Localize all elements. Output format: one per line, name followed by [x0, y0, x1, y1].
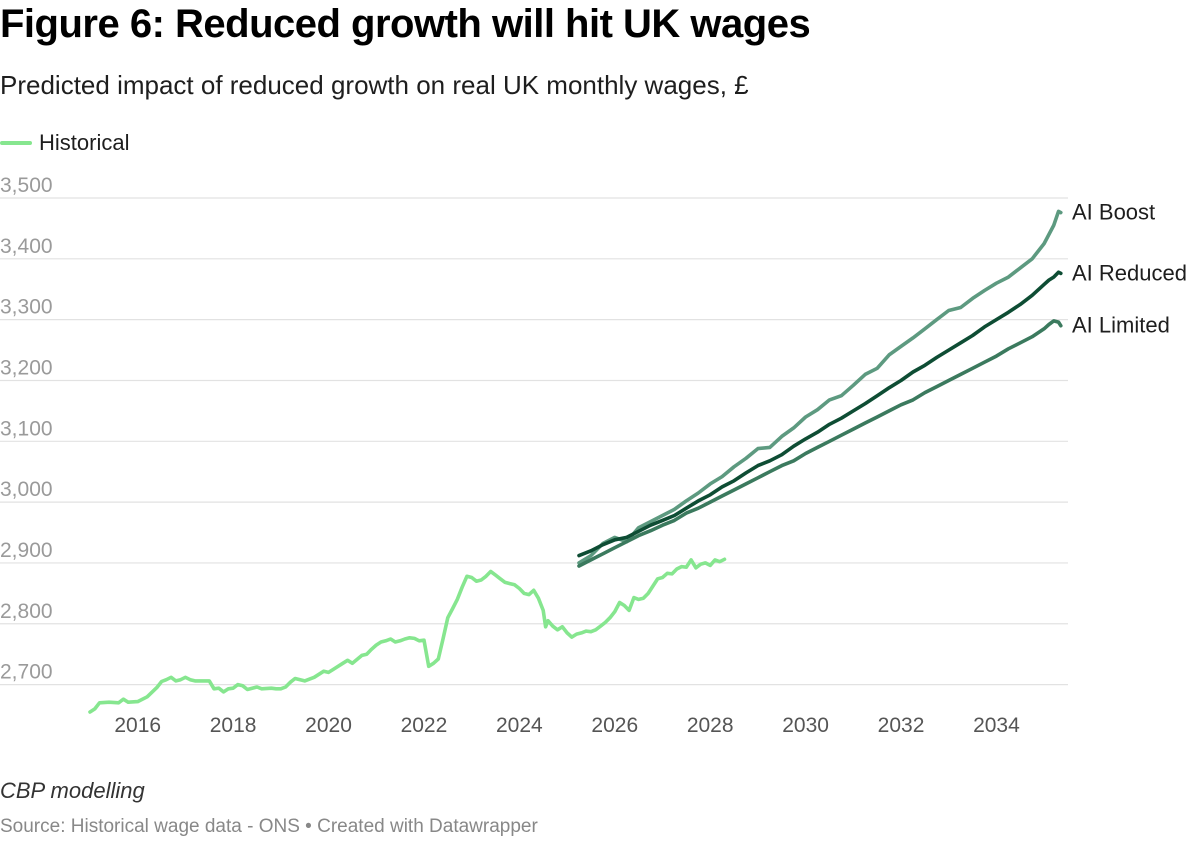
y-tick-label: 3,300 — [0, 296, 53, 319]
line-chart: 2,700 2,800 2,900 3,000 3,100 3,200 3,300 3,400… — [0, 174, 1187, 737]
x-tick-label: 2026 — [591, 714, 638, 737]
y-tick-label: 3,100 — [0, 417, 53, 440]
y-tick-label: 2,900 — [0, 539, 53, 562]
y-tick-label: 3,500 — [0, 174, 53, 197]
chart-subtitle: Predicted impact of reduced growth on re… — [0, 70, 749, 100]
end-label-ai-limited: AI Limited — [1072, 313, 1170, 338]
x-tick-label: 2034 — [973, 714, 1020, 737]
y-tick-label: 2,700 — [0, 661, 53, 684]
chart-title: Figure 6: Reduced growth will hit UK wag… — [0, 2, 811, 46]
y-tick-label: 3,200 — [0, 356, 53, 379]
series-line-ai-reduced — [577, 270, 1063, 558]
series-line-historical — [88, 557, 727, 714]
x-tick-label: 2024 — [496, 714, 543, 737]
y-tick-label: 3,400 — [0, 235, 53, 258]
series-line-ai-boost — [577, 209, 1063, 565]
chart-source: Source: Historical wage data - ONS • Cre… — [0, 816, 538, 837]
x-tick-label: 2028 — [687, 714, 734, 737]
legend-swatch-historical — [0, 141, 32, 145]
x-tick-label: 2016 — [114, 714, 161, 737]
chart-note: CBP modelling — [0, 778, 145, 803]
x-tick-label: 2018 — [210, 714, 257, 737]
x-tick-label: 2032 — [878, 714, 925, 737]
legend-label-historical: Historical — [39, 130, 130, 155]
end-label-ai-reduced: AI Reduced — [1072, 260, 1187, 285]
chart-legend: Historical — [0, 130, 129, 156]
x-tick-label: 2022 — [401, 714, 448, 737]
y-tick-label: 3,000 — [0, 478, 53, 501]
end-label-ai-boost: AI Boost — [1072, 200, 1155, 225]
x-tick-label: 2020 — [305, 714, 352, 737]
series-line-ai-limited — [577, 319, 1063, 568]
y-tick-label: 2,800 — [0, 600, 53, 623]
x-tick-label: 2030 — [782, 714, 829, 737]
